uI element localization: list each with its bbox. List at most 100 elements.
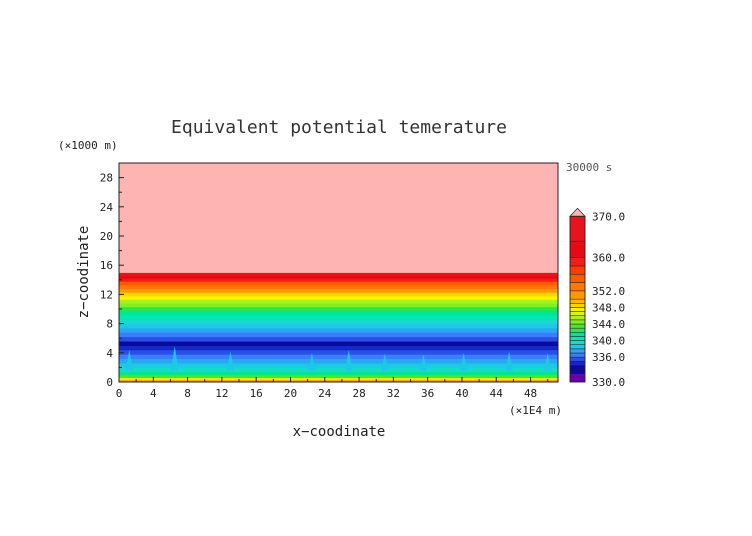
- colorbar-swatch: [569, 327, 586, 333]
- colorbar-swatch: [569, 311, 586, 316]
- colorbar-swatch: [569, 315, 586, 321]
- colorbar-tick-label: 344.0: [592, 318, 625, 331]
- colorbar-swatch: [569, 257, 586, 267]
- y-tick-label: 16: [100, 259, 113, 272]
- heatmap-band: [119, 299, 558, 304]
- heatmap-band: [119, 379, 558, 382]
- heatmap-band: [119, 327, 558, 333]
- colorbar-swatch: [569, 319, 586, 325]
- x-tick-label: 24: [318, 387, 332, 400]
- plume-mark: [226, 351, 235, 372]
- y-tick-label: 4: [106, 347, 113, 360]
- colorbar: 370.0 360.0 352.0 348.0 344.0 340.0 336.0 330.0: [569, 207, 625, 389]
- colorbar-swatch: [569, 307, 586, 312]
- heatmap-band: [119, 358, 558, 364]
- y-tick-label: 24: [100, 201, 114, 214]
- heatmap-band: [119, 363, 558, 368]
- heatmap-band: [119, 371, 558, 376]
- heatmap-plot: [119, 163, 558, 382]
- heatmap-band: [119, 278, 558, 282]
- plume-mark: [543, 352, 552, 372]
- colorbar-swatch: [569, 265, 586, 275]
- heatmap-band: [119, 319, 558, 324]
- x-tick-label: 28: [352, 387, 365, 400]
- colorbar-tick-label: 360.0: [592, 252, 625, 265]
- heatmap-band: [119, 284, 558, 289]
- colorbar-swatch: [569, 298, 586, 304]
- heatmap-band: [119, 281, 558, 286]
- colorbar-swatch: [569, 373, 586, 383]
- colorbar-swatch: [569, 344, 586, 350]
- heatmap-band: [119, 288, 558, 293]
- colorbar-tick-label: 336.0: [592, 351, 625, 364]
- plume-mark: [170, 346, 179, 372]
- x-tick-label: 44: [490, 387, 504, 400]
- heatmap-band: [119, 292, 558, 297]
- colorbar-swatch: [569, 216, 586, 242]
- colorbar-swatch: [569, 361, 586, 366]
- plume-mark: [307, 352, 316, 372]
- plume-mark: [380, 353, 389, 372]
- colorbar-tick-label: 352.0: [592, 285, 625, 298]
- y-tick-label: 8: [106, 318, 113, 331]
- colorbar-tick-label: 348.0: [592, 301, 625, 314]
- heatmap-band: [119, 303, 558, 308]
- heatmap-band: [119, 314, 558, 320]
- time-label: 30000 s: [566, 161, 612, 174]
- x-tick-label: 12: [215, 387, 228, 400]
- plume-mark: [505, 351, 514, 372]
- y-tick-label: 28: [100, 172, 113, 185]
- x-axis-label: x−coodinate: [293, 424, 386, 440]
- y-tick-label: 12: [100, 288, 113, 301]
- colorbar-swatch: [569, 348, 586, 354]
- y-tick-label: 0: [106, 376, 113, 389]
- plume-mark: [344, 349, 353, 372]
- x-tick-label: 48: [524, 387, 537, 400]
- colorbar-swatch: [569, 323, 586, 329]
- x-tick-label: 4: [150, 387, 157, 400]
- heatmap-band: [119, 374, 558, 379]
- plot-frame: [118, 162, 559, 383]
- chart-title: Equivalent potential temerature: [171, 117, 507, 138]
- heatmap-band: [119, 377, 558, 381]
- plume-mark: [419, 354, 428, 372]
- colorbar-swatch: [569, 336, 586, 341]
- colorbar-extend-arrow: [569, 207, 586, 217]
- colorbar-swatch: [569, 282, 586, 292]
- colorbar-swatch: [569, 274, 586, 283]
- x-tick-label: 8: [184, 387, 191, 400]
- heatmap-band: [119, 367, 558, 373]
- x-tick-label: 36: [421, 387, 434, 400]
- heatmap-band: [119, 272, 558, 276]
- heatmap-band: [119, 163, 558, 273]
- heatmap-band: [119, 275, 558, 279]
- x-tick-label: 32: [387, 387, 400, 400]
- x-tick-label: 40: [455, 387, 468, 400]
- colorbar-swatch: [569, 340, 586, 345]
- heatmap-band: [119, 323, 558, 329]
- y-tick-label: 20: [100, 230, 113, 243]
- y-axis-label: z−coodinate: [76, 226, 92, 319]
- x-tick-label: 20: [284, 387, 297, 400]
- plume-mark: [125, 349, 134, 372]
- plume-mark: [459, 352, 468, 372]
- heatmap-band: [119, 310, 558, 316]
- colorbar-swatch: [569, 290, 586, 300]
- x-unit-label: (×1E4 m): [509, 404, 562, 417]
- colorbar-frame: [569, 215, 586, 383]
- colorbar-tick-label: 340.0: [592, 335, 625, 348]
- heatmap-band: [119, 332, 558, 338]
- heatmap-band: [119, 354, 558, 360]
- colorbar-tick-label: 370.0: [592, 210, 625, 223]
- y-unit-label: (×1000 m): [58, 139, 118, 152]
- colorbar-swatch: [569, 240, 586, 258]
- colorbar-swatch: [569, 356, 586, 362]
- colorbar-tick-label: 330.0: [592, 376, 625, 389]
- colorbar-swatch: [569, 332, 586, 337]
- colorbar-swatch: [569, 303, 586, 308]
- x-tick-label: 0: [116, 387, 123, 400]
- colorbar-swatch: [569, 365, 586, 374]
